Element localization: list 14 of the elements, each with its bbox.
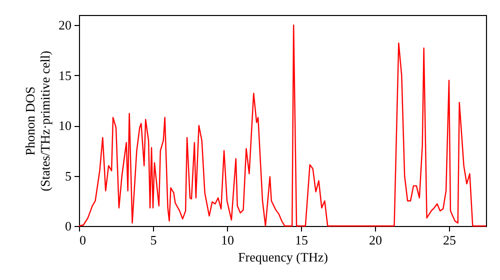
x-tick-label: 20 (369, 232, 382, 248)
y-tick-label: 0 (65, 218, 72, 234)
x-tick-label: 25 (443, 232, 456, 248)
x-tick-label: 10 (221, 232, 234, 248)
y-axis-title: Phonon DOS (States/THz·primitive cell) (22, 50, 52, 192)
y-tick-label: 15 (58, 68, 72, 83)
x-axis-title: Frequency (THz) (238, 250, 328, 264)
x-tick-label: 5 (150, 232, 157, 248)
x-tick-label: 15 (295, 232, 308, 248)
x-tick-label: 0 (80, 232, 86, 248)
line-series (78, 24, 487, 227)
y-tick-label: 5 (65, 168, 72, 184)
y-tick-label: 20 (58, 18, 72, 33)
y-tick-label: 10 (58, 118, 72, 134)
